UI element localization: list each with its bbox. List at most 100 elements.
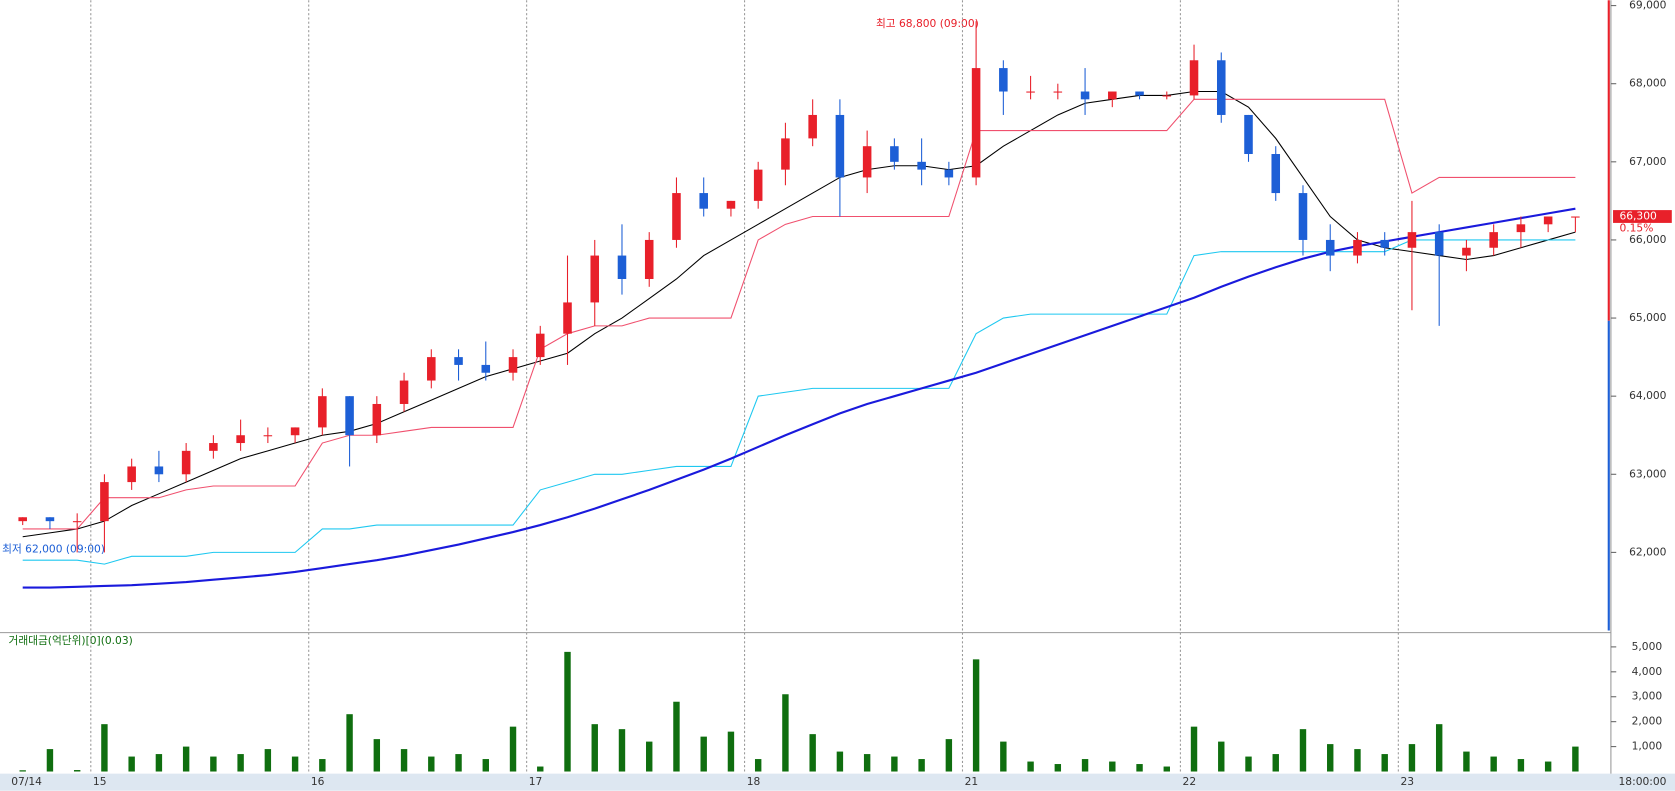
candle-body (18, 517, 27, 522)
y-tick-label: 66,000 (1629, 233, 1667, 246)
candle-body (890, 146, 899, 162)
candle-body (427, 357, 436, 381)
volume-bar (727, 731, 735, 772)
candle-body (1080, 91, 1090, 100)
candle-body (1407, 232, 1417, 248)
candle-body (1543, 216, 1553, 225)
x-end-label: 18:00:00 (1619, 775, 1667, 788)
candle-body (644, 239, 654, 279)
candle-body (1325, 239, 1335, 256)
candle-body (1026, 91, 1035, 93)
volume-bar (373, 739, 381, 772)
candle-body (290, 427, 300, 436)
volume-bar (673, 701, 680, 772)
y-tick-label: 68,000 (1629, 77, 1667, 90)
volume-bar (1054, 764, 1062, 772)
volume-tick-label: 5,000 (1632, 640, 1663, 653)
volume-bar (1000, 741, 1007, 772)
volume-bar (482, 759, 489, 772)
candle-body (45, 517, 55, 522)
volume-bar (1490, 756, 1497, 772)
candle-body (999, 68, 1008, 92)
candle-body (672, 193, 681, 240)
candle-body (917, 161, 926, 170)
candle-body (1462, 247, 1471, 256)
candle-body (1380, 239, 1389, 248)
candle-body (1162, 95, 1172, 97)
candle-body (699, 193, 708, 209)
y-tick-label: 65,000 (1629, 311, 1667, 324)
volume-bar (1381, 754, 1388, 772)
y-tick-label: 63,000 (1629, 467, 1667, 480)
volume-bar (1218, 741, 1225, 772)
volume-bar (1190, 726, 1198, 772)
x-tick-label: 17 (529, 775, 543, 788)
candle-body (535, 333, 545, 358)
volume-bar (1272, 754, 1279, 772)
candle-body (1516, 224, 1526, 233)
candle-body (1434, 232, 1444, 256)
indicator-line (22, 239, 1576, 565)
volume-bar (455, 754, 462, 772)
candle-body (944, 169, 954, 178)
volume-bar (1109, 761, 1116, 772)
candle-body (617, 255, 627, 279)
volume-tick-label: 3,000 (1632, 690, 1663, 703)
volume-bar (591, 724, 598, 772)
volume-bar (1081, 759, 1089, 772)
volume-bar (836, 751, 844, 772)
x-tick-label: 15 (93, 775, 107, 788)
volume-bar (537, 766, 544, 772)
volume-bar (1327, 744, 1334, 772)
volume-bar (809, 734, 816, 772)
volume-bar (782, 694, 789, 772)
candle-body (590, 255, 600, 303)
candle-body (1053, 91, 1063, 93)
candle-body (1244, 114, 1253, 155)
candle-body (808, 114, 817, 139)
candle-body (1489, 232, 1498, 248)
candle-body (508, 357, 518, 373)
candle-body (1216, 60, 1226, 115)
volume-bar (182, 746, 190, 772)
candle-body (154, 466, 164, 475)
candle-body (835, 114, 845, 178)
volume-bar (264, 749, 272, 772)
candle-body (236, 435, 245, 444)
candle-body (372, 403, 382, 436)
candle-body (263, 435, 273, 437)
candle-body (127, 466, 136, 483)
volume-bar (210, 756, 217, 772)
y-tick-label: 64,000 (1629, 389, 1667, 402)
x-tick-label: 18 (747, 775, 761, 788)
candle-body (1189, 60, 1199, 96)
volume-bar (400, 749, 408, 772)
volume-bar (1572, 746, 1579, 772)
volume-bar (237, 754, 244, 772)
volume-bar (1136, 764, 1143, 772)
volume-title: 거래대금(억단위)[0](0.03) (9, 634, 133, 647)
candle-body (1271, 154, 1281, 194)
volume-bar (1463, 751, 1470, 772)
volume-tick-label: 4,000 (1632, 665, 1663, 678)
x-tick-label: 07/14 (11, 775, 42, 788)
volume-bar (19, 770, 26, 772)
candle-body (481, 364, 491, 373)
y-tick-label: 69,000 (1629, 0, 1667, 12)
candle-body (399, 380, 409, 404)
volume-tick-label: 1,000 (1632, 740, 1663, 753)
candle-body (181, 450, 191, 475)
x-tick-label: 21 (965, 775, 979, 788)
x-tick-label: 16 (311, 775, 325, 788)
candle-body (454, 357, 463, 365)
volume-bar (101, 724, 108, 772)
candle-body (862, 146, 872, 178)
volume-bar (73, 770, 81, 772)
candle-body (318, 396, 327, 428)
x-axis-strip (0, 773, 1675, 791)
y-tick-label: 62,000 (1629, 545, 1667, 558)
volume-bar (155, 754, 163, 772)
volume-bar (945, 739, 953, 772)
volume-bar (46, 749, 54, 772)
